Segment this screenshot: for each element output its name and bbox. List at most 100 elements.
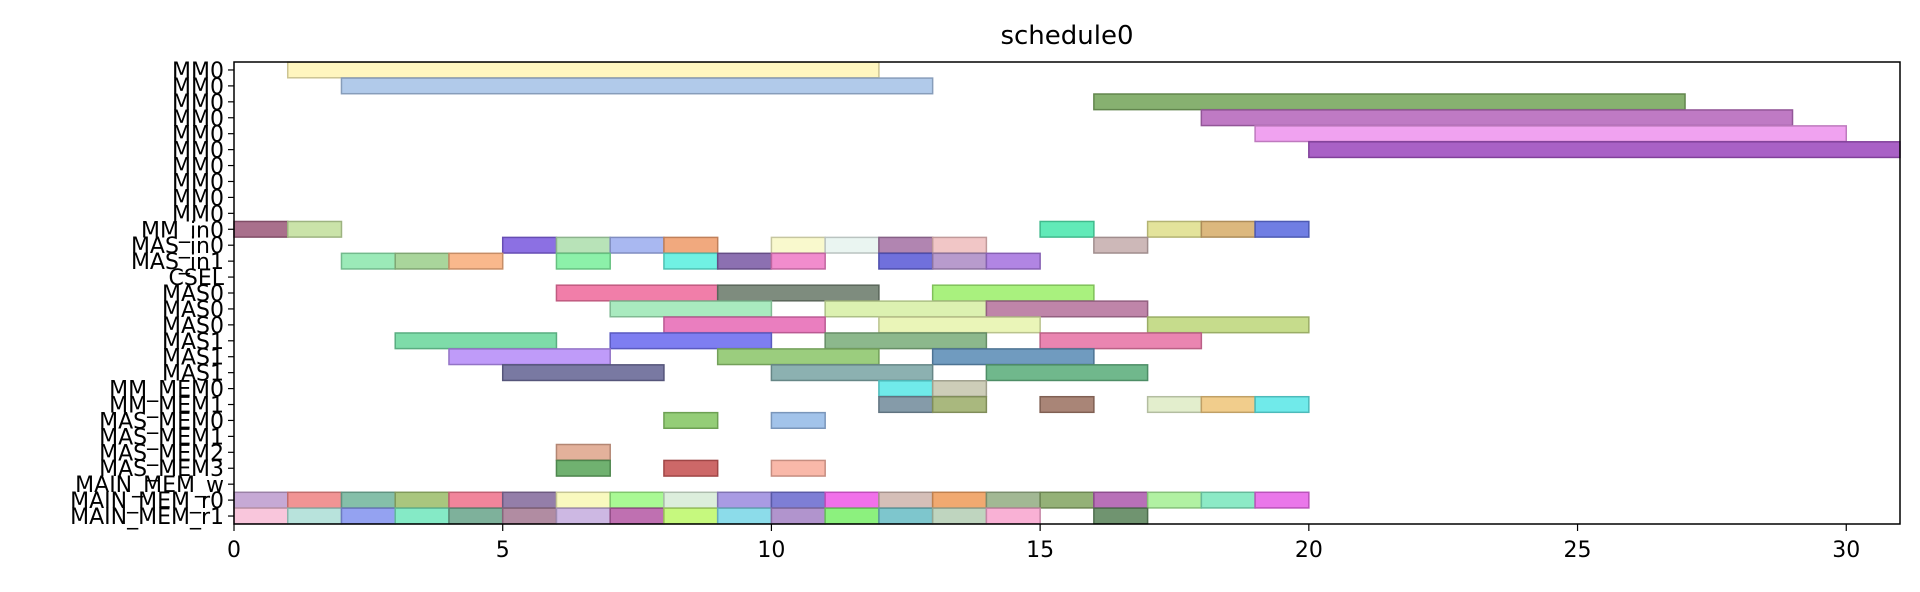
task-bar: [663, 252, 719, 270]
task-bar: [1093, 93, 1686, 111]
task-bar: [1254, 220, 1310, 238]
task-bar: [770, 459, 826, 477]
task-bar: [555, 443, 611, 461]
task-bar: [770, 236, 826, 254]
task-bar: [394, 252, 450, 270]
y-tick-label: MM0: [172, 107, 224, 132]
x-axis: 0 5 10 15 20 25 30: [227, 524, 1860, 563]
y-tick-label: MAIN_MEM_w: [75, 473, 224, 498]
x-tick-label: 5: [496, 538, 510, 563]
task-bars: [233, 61, 1901, 525]
task-bar: [1146, 316, 1310, 334]
chart-title: schedule0: [1000, 21, 1133, 51]
y-tick-label: MM0: [172, 139, 224, 164]
task-bar: [770, 252, 826, 270]
task-bar: [340, 252, 396, 270]
task-bar: [931, 284, 1095, 302]
task-bar: [609, 507, 665, 525]
task-bar: [555, 459, 611, 477]
y-tick-label: MM0: [172, 170, 224, 195]
task-bar: [394, 491, 450, 509]
task-bar: [1308, 141, 1901, 159]
x-tick-label: 25: [1564, 538, 1592, 563]
task-bar: [555, 491, 611, 509]
task-bar: [1146, 395, 1203, 414]
task-bar: [448, 252, 504, 270]
task-bar: [824, 300, 988, 318]
task-bar: [878, 380, 934, 398]
task-bar: [770, 491, 826, 509]
task-bar: [555, 507, 611, 525]
y-tick-label: MM0: [172, 155, 224, 180]
x-tick-label: 30: [1832, 538, 1860, 563]
task-bar: [878, 316, 1041, 334]
task-bar: [1200, 109, 1794, 127]
task-bar: [931, 348, 1095, 366]
y-tick-label: MAS_in0: [131, 234, 224, 259]
task-bar: [770, 507, 826, 525]
task-bar: [663, 491, 719, 509]
task-bar: [878, 252, 934, 270]
task-bar: [770, 364, 934, 382]
task-bar: [931, 236, 988, 254]
task-bar: [663, 236, 719, 254]
task-bar: [286, 507, 343, 525]
y-tick-label: MM0: [172, 91, 224, 116]
task-bar: [1200, 491, 1256, 509]
task-bar: [1200, 395, 1256, 414]
task-bar: [1039, 220, 1095, 238]
y-tick-label: MAS0: [162, 314, 224, 339]
task-bar: [824, 491, 880, 509]
task-bar: [501, 491, 558, 509]
y-tick-label: MAS0: [162, 298, 224, 323]
y-tick-label: MAIN_MEM_r1: [70, 505, 224, 530]
x-tick-label: 10: [757, 538, 785, 563]
task-bar: [501, 364, 665, 382]
task-bar: [1146, 491, 1203, 509]
task-bar: [1200, 220, 1256, 238]
task-bar: [716, 348, 880, 366]
task-bar: [931, 491, 988, 509]
y-tick-label: MM_MEM1: [109, 394, 224, 419]
x-tick-label: 20: [1295, 538, 1323, 563]
y-tick-label: MM0: [172, 75, 224, 100]
task-bar: [931, 395, 988, 414]
y-tick-label: MAIN_MEM_r0: [70, 489, 224, 514]
y-tick-label: MAS_MEM3: [99, 457, 224, 482]
task-bar: [824, 507, 880, 525]
task-bar: [878, 491, 934, 509]
y-tick-label: MAS_in1: [131, 250, 224, 275]
x-tick-label: 0: [227, 538, 241, 563]
task-bar: [1093, 507, 1149, 525]
task-bar: [555, 236, 611, 254]
y-tick-label: MM_in0: [141, 218, 224, 243]
y-tick-label: CSEL: [169, 266, 225, 291]
task-bar: [609, 300, 773, 318]
task-bar: [233, 220, 289, 238]
task-bar: [555, 252, 611, 270]
task-bar: [824, 332, 988, 350]
task-bar: [716, 252, 773, 270]
task-bar: [663, 411, 719, 430]
y-tick-label: MM0: [172, 202, 224, 227]
task-bar: [1039, 332, 1203, 350]
task-bar: [501, 507, 558, 525]
y-tick-label: MAS_MEM2: [99, 441, 224, 466]
task-bar: [985, 364, 1149, 382]
task-bar: [340, 77, 934, 95]
task-bar: [931, 380, 988, 398]
task-bar: [663, 507, 719, 525]
task-bar: [878, 395, 934, 414]
y-tick-label: MAS_MEM1: [99, 425, 224, 450]
y-tick-label: MM0: [172, 186, 224, 211]
task-bar: [1093, 491, 1149, 509]
task-bar: [1254, 491, 1310, 509]
task-bar: [663, 316, 826, 334]
task-bar: [663, 459, 719, 477]
task-bar: [555, 284, 719, 302]
y-tick-label: MM0: [172, 59, 224, 84]
task-bar: [985, 507, 1041, 525]
y-tick-label: MAS0: [162, 282, 224, 307]
task-bar: [394, 332, 558, 350]
